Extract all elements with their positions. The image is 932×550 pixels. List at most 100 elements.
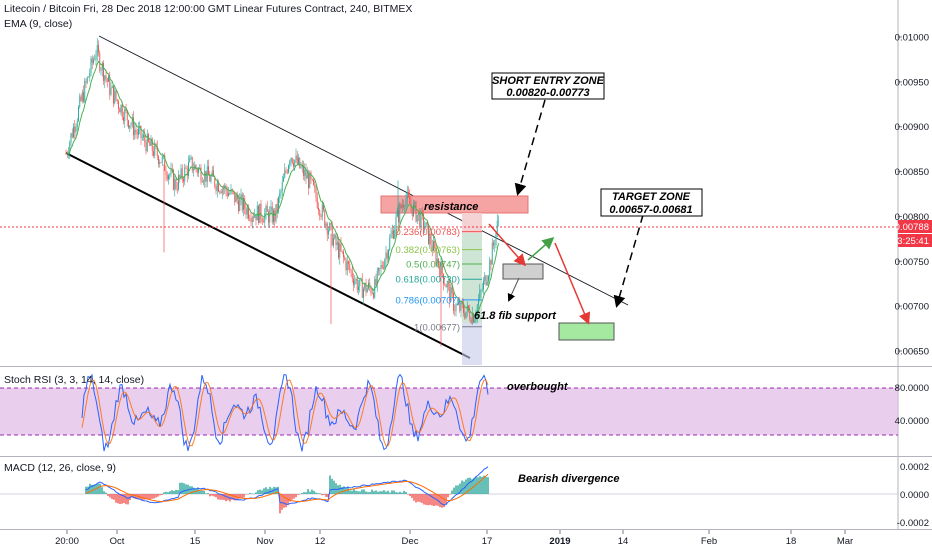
candle-body <box>229 193 231 194</box>
macd-hist-bar <box>255 492 257 494</box>
candle-body <box>159 162 161 165</box>
macd-hist-bar <box>315 492 317 494</box>
candle-body <box>314 184 316 188</box>
candle-body <box>138 128 139 135</box>
price-tick-label: 0.00800 <box>895 212 929 223</box>
macd-hist-bar <box>241 494 243 499</box>
candle-body <box>164 155 166 172</box>
candle-body <box>223 188 224 190</box>
macd-hist-bar <box>283 494 285 508</box>
candle-body <box>88 76 89 78</box>
candle-body <box>220 191 222 194</box>
candle-body <box>150 138 152 146</box>
macd-hist-bar <box>115 494 117 503</box>
macd-hist-bar <box>191 486 193 494</box>
candle-body <box>459 302 461 311</box>
price-tick-label: 0.00850 <box>895 167 929 178</box>
candle-body <box>278 197 279 212</box>
macd-hist-bar <box>171 490 173 494</box>
candle-body <box>130 124 132 126</box>
candle-body <box>339 243 341 258</box>
candle-body <box>153 151 154 156</box>
fib-price: (0.00747) <box>419 259 460 270</box>
candle-body <box>473 313 474 323</box>
stoch-tick-40: 40.0000 <box>895 416 929 427</box>
candle-body <box>316 197 318 209</box>
candle-body <box>483 280 484 290</box>
macd-hist-bar <box>261 490 263 494</box>
projection-arrow-down-2 <box>554 242 591 325</box>
candle-body <box>475 315 477 320</box>
fib-shade-red <box>462 213 482 233</box>
ema-line <box>65 60 499 317</box>
macd-hist-bar <box>163 492 165 494</box>
macd-hist-bar <box>427 494 429 506</box>
macd-hist-bar <box>373 491 375 494</box>
candle-body <box>219 191 221 193</box>
candle-body <box>415 202 417 222</box>
grey-zone-box <box>502 263 544 280</box>
macd-hist-bar <box>243 494 245 498</box>
macd-hist-bar <box>155 494 157 498</box>
fib-ratio: 0.618 <box>396 275 420 286</box>
candle-body <box>356 278 358 291</box>
macd-hist-bar <box>199 491 201 494</box>
candle-body <box>286 171 288 173</box>
macd-hist-bar <box>379 491 381 494</box>
macd-hist-bar <box>175 489 177 494</box>
candle-body <box>370 287 372 294</box>
time-tick-label: Oct <box>110 536 125 547</box>
candle-body <box>244 197 246 209</box>
candle-body <box>84 81 86 102</box>
candle-body <box>420 210 422 228</box>
candle-body <box>111 86 113 88</box>
macd-hist-bar <box>111 494 113 500</box>
candle-body <box>389 237 391 250</box>
time-tick-label: 18 <box>786 536 797 547</box>
macd-hist-bar <box>213 494 215 497</box>
candle-body <box>426 222 428 225</box>
macd-hist-bar <box>425 494 427 505</box>
fib-ratio: 0.786 <box>396 295 420 306</box>
macd-hist-bar <box>279 494 281 514</box>
macd-hist-bar <box>431 494 433 506</box>
macd-hist-bar <box>313 490 315 494</box>
candle-body <box>466 305 468 312</box>
macd-hist-bar <box>411 494 413 498</box>
macd-hist-bar <box>381 491 383 494</box>
candle-body <box>91 58 93 64</box>
stoch-rsi-legend[interactable]: Stoch RSI (3, 3, 14, 14, close) <box>4 374 145 386</box>
candle-body <box>281 181 283 191</box>
candle-body <box>373 293 374 298</box>
macd-hist-bar <box>343 486 345 494</box>
price-tick-label: 0.00750 <box>895 257 929 268</box>
macd-hist-bar <box>445 494 447 505</box>
macd-hist-bar <box>125 494 127 505</box>
time-tick-label: 20:00 <box>55 536 79 547</box>
macd-hist-bar <box>203 490 205 494</box>
candle-body <box>330 223 332 225</box>
macd-hist-bar <box>433 494 435 507</box>
ema-legend[interactable]: EMA (9, close) <box>4 18 73 30</box>
macd-hist-bar <box>339 484 341 494</box>
candle-body <box>110 87 112 95</box>
candle-body <box>169 174 171 176</box>
candle-body <box>264 213 266 223</box>
candle-body <box>254 214 256 218</box>
candle-body <box>289 161 291 166</box>
macd-hist-bar <box>167 492 169 494</box>
macd-hist-bar <box>399 491 401 494</box>
macd-hist-bar <box>329 475 331 494</box>
macd-tick-bottom: -0.0002 <box>897 518 929 529</box>
macd-legend[interactable]: MACD (12, 26, close, 9) <box>4 462 117 474</box>
candle-body <box>249 218 251 220</box>
candle-body <box>406 191 408 200</box>
candle-body <box>203 181 204 183</box>
time-tick-label: 15 <box>190 536 201 547</box>
macd-hist-bar <box>481 476 483 494</box>
macd-hist-bar <box>357 491 359 494</box>
candle-body <box>250 219 252 222</box>
macd-hist-bar <box>285 494 287 508</box>
candles-group <box>65 38 499 347</box>
